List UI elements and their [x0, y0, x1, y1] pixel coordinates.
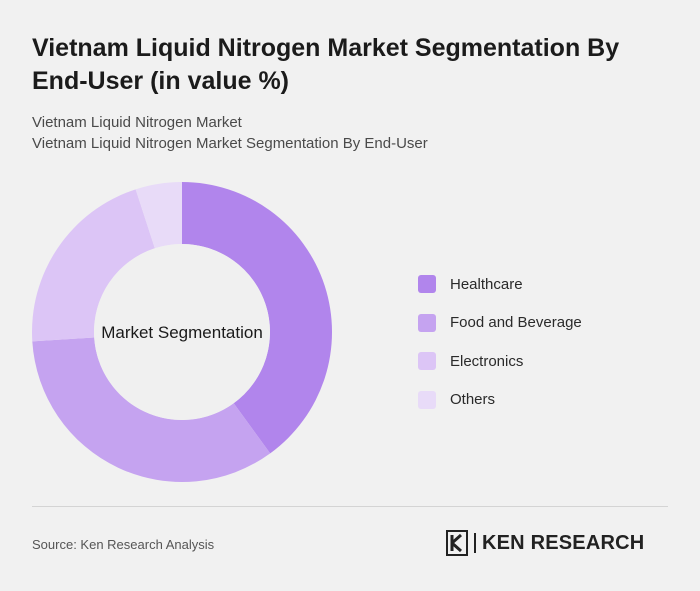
- ken-research-mark-icon: [446, 530, 468, 556]
- donut-slice-others[interactable]: [135, 182, 182, 249]
- source-note: Source: Ken Research Analysis: [32, 537, 215, 552]
- legend-item-others[interactable]: Others: [418, 381, 582, 420]
- legend-swatch: [418, 313, 436, 332]
- breadcrumb-market: Vietnam Liquid Nitrogen Market: [32, 114, 242, 131]
- legend-item-electronics[interactable]: Electronics: [418, 342, 582, 381]
- legend-swatch: [418, 390, 436, 409]
- legend-label: Food and Beverage: [450, 314, 582, 332]
- legend-swatch: [418, 352, 436, 371]
- footer-divider: [32, 506, 668, 507]
- breadcrumb-segmentation: Vietnam Liquid Nitrogen Market Segmentat…: [32, 135, 428, 152]
- legend-label: Electronics: [450, 352, 524, 370]
- donut-slice-food-and-beverage[interactable]: [32, 337, 271, 482]
- legend-label: Healthcare: [450, 275, 523, 293]
- logo-separator: [474, 533, 476, 553]
- chart-title: Vietnam Liquid Nitrogen Market Segmentat…: [32, 34, 620, 95]
- donut-chart: Market Segmentation: [31, 182, 332, 482]
- legend-item-healthcare[interactable]: Healthcare: [418, 265, 582, 304]
- chart-legend: Healthcare Food and Beverage Electronics Ot…: [418, 265, 582, 419]
- logo-wordmark: KEN RESEARCH: [482, 531, 645, 554]
- donut-slices: [31, 182, 332, 482]
- legend-swatch: [418, 275, 436, 294]
- donut-hole: [94, 244, 270, 420]
- ken-research-logo: KEN RESEARCH: [446, 530, 644, 556]
- donut-center-label: Market Segmentation: [101, 323, 263, 342]
- legend-item-food-and-beverage[interactable]: Food and Beverage: [418, 304, 582, 343]
- donut-slice-healthcare[interactable]: [182, 182, 332, 454]
- legend-label: Others: [450, 391, 496, 409]
- donut-slice-electronics[interactable]: [31, 189, 155, 342]
